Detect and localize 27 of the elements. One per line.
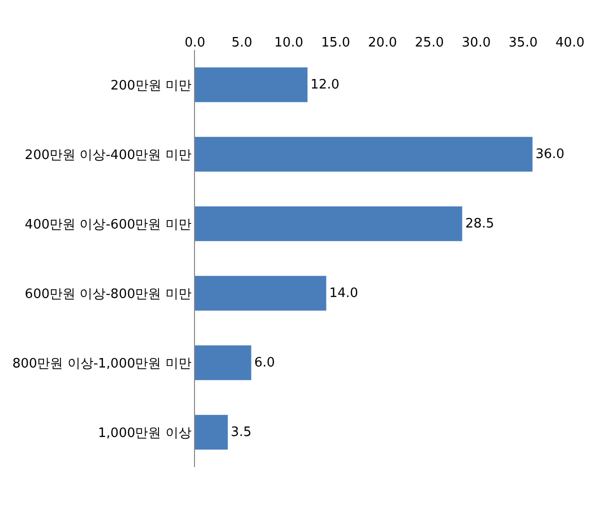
x-tick-label: 40.0 (556, 35, 584, 50)
data-label: 14.0 (329, 286, 358, 301)
data-label: 3.5 (230, 424, 252, 440)
y-tick-label: 200만원 미만 (110, 78, 192, 94)
bar (195, 414, 228, 450)
x-tick-label: 35.0 (508, 35, 538, 50)
y-tick-label: 1,000만원 이상 (98, 426, 192, 441)
data-label: 36.0 (536, 146, 564, 162)
data-label: 6.0 (254, 355, 275, 370)
x-tick-label: 5.0 (232, 35, 252, 50)
bar (195, 345, 252, 380)
bar (195, 206, 462, 242)
y-tick-label: 400만원 이상-600만원 미만 (24, 217, 192, 232)
data-label: 28.5 (465, 216, 494, 232)
bar (195, 276, 326, 311)
x-tick-label: 15.0 (321, 35, 350, 50)
x-tick-label: 0.0 (184, 35, 206, 50)
bar (195, 136, 532, 172)
x-tick-label: 25.0 (414, 35, 444, 50)
y-tick-label: 200만원 이상-400만원 미만 (24, 148, 192, 163)
data-label: 12.0 (310, 77, 340, 92)
x-tick-label: 20.0 (368, 35, 397, 50)
y-tick-label: 600만원 이상-800만원 미만 (24, 286, 192, 302)
bar (195, 67, 308, 102)
x-tick-label: 10.0 (274, 35, 304, 50)
x-tick-label: 30.0 (462, 35, 491, 50)
y-tick-label: 800만원 이상-1,000만원 미만 (12, 356, 192, 372)
